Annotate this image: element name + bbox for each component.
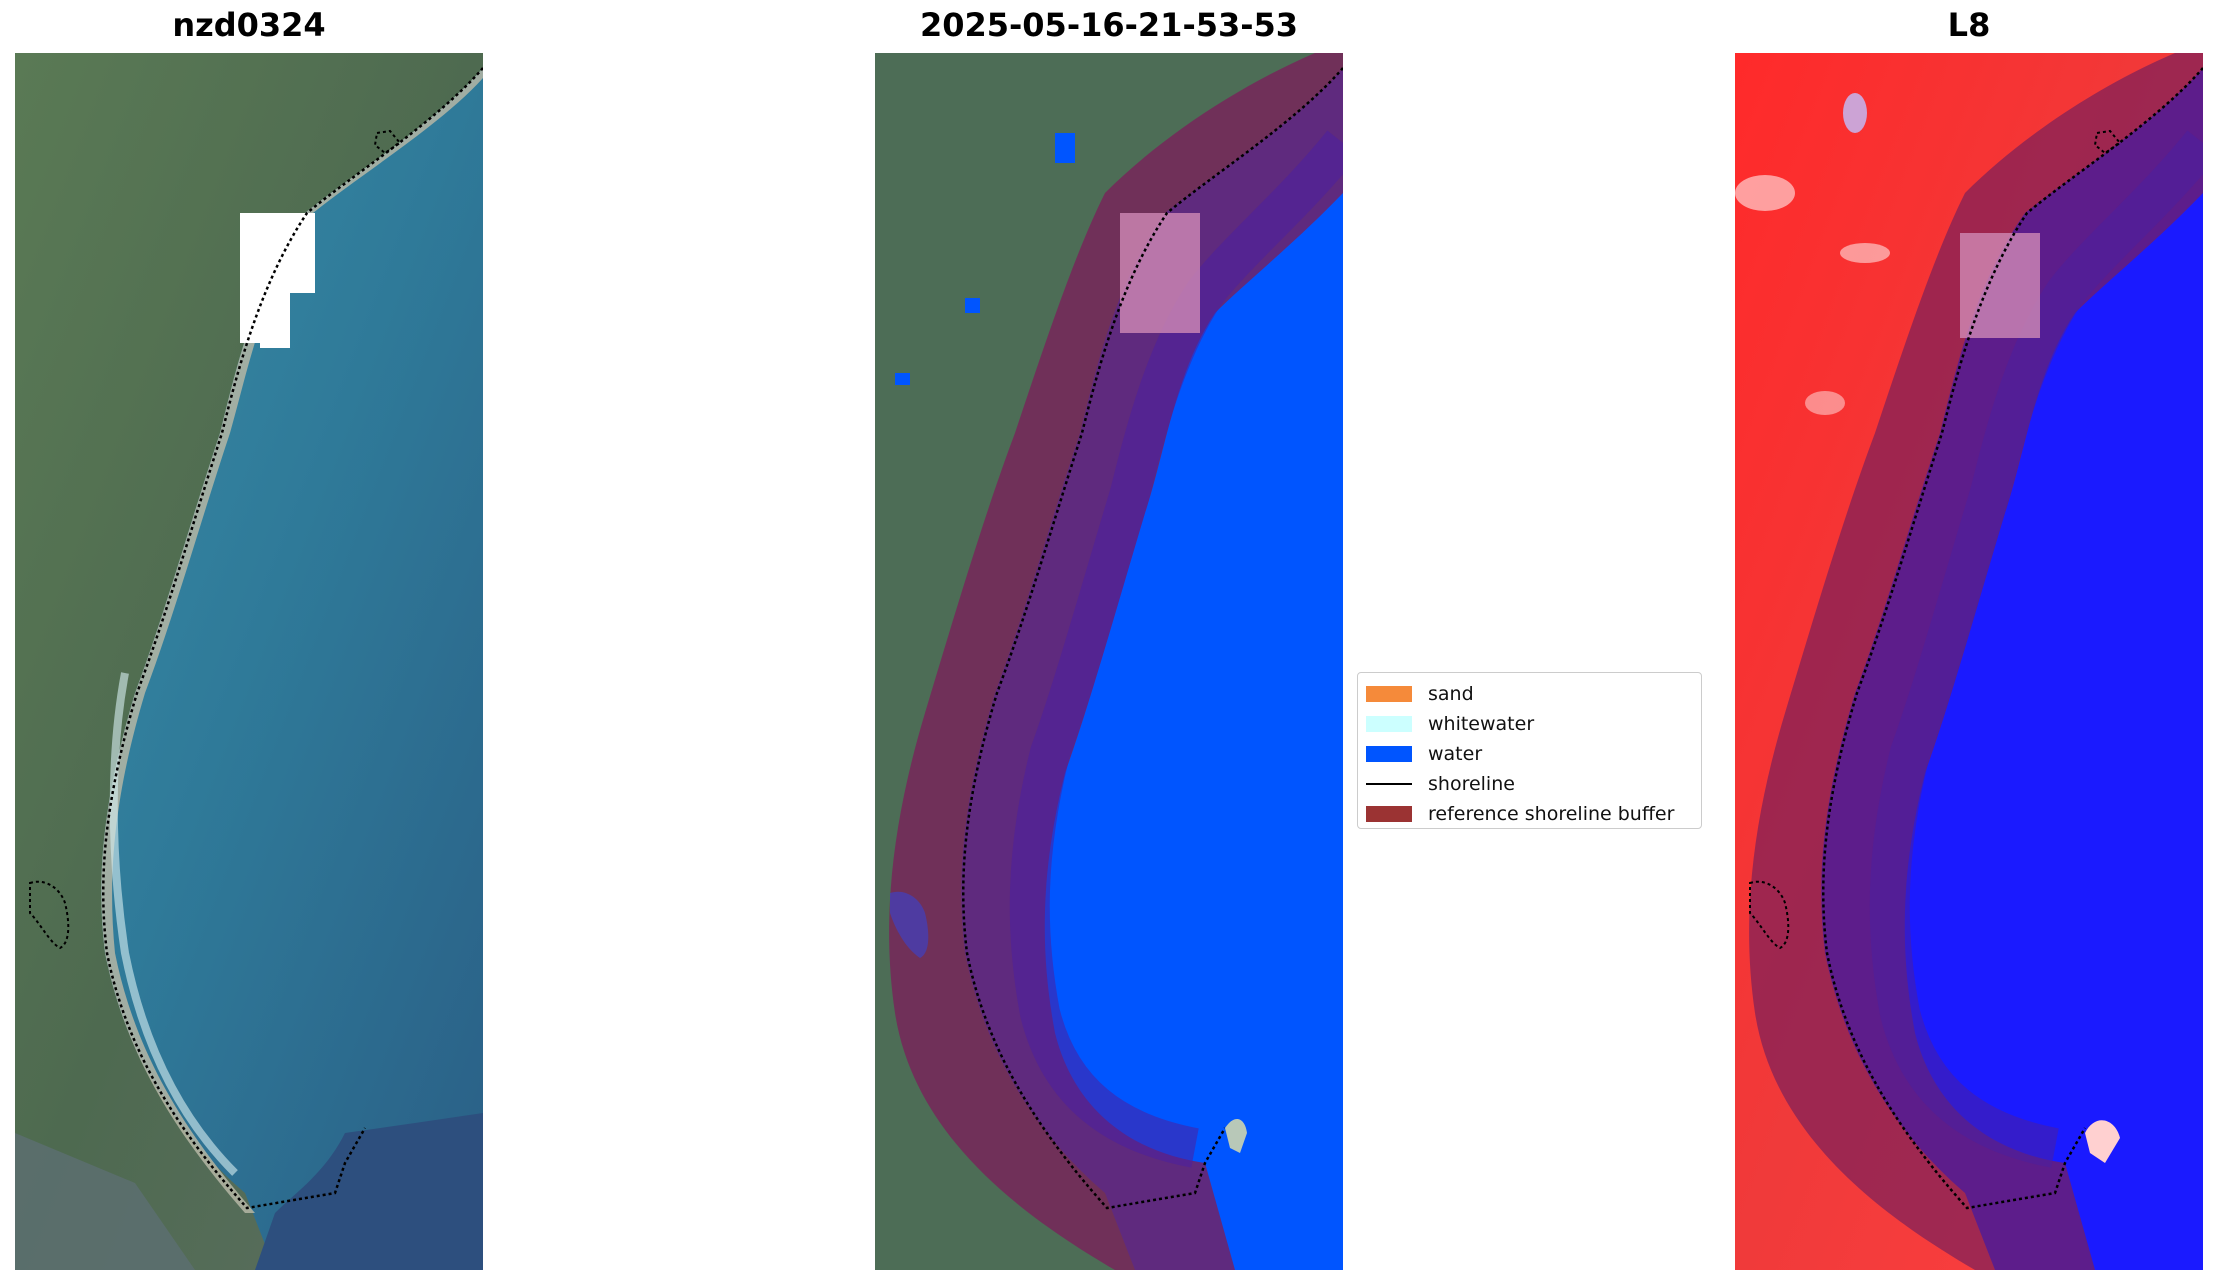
index-image-panel (1735, 53, 2203, 1270)
legend: sand whitewater water shoreline referenc… (1357, 672, 1702, 829)
legend-item-buffer: reference shoreline buffer (1366, 799, 1693, 829)
buffer-swatch (1366, 806, 1412, 822)
panel-title-rgb: nzd0324 (172, 6, 326, 44)
detected-shoreline (102, 67, 483, 1210)
panel-title-classified: 2025-05-16-21-53-53 (919, 6, 1299, 44)
legend-item-shoreline: shoreline (1366, 769, 1693, 799)
land-area (1735, 53, 2203, 1270)
land-area (875, 53, 1343, 1270)
classified-image (875, 53, 1343, 1270)
sand-swatch (1366, 686, 1412, 702)
shoreline-line-swatch (1366, 783, 1412, 785)
legend-label: whitewater (1428, 713, 1535, 735)
estuary-outline (2093, 129, 2122, 155)
detected-shoreline (1822, 67, 2203, 1210)
legend-label: reference shoreline buffer (1428, 803, 1675, 825)
legend-item-water: water (1366, 739, 1693, 769)
masked-region (1120, 213, 1200, 333)
index-image (1735, 53, 2203, 1270)
panel-title-ndwi: L8 (1947, 6, 1991, 44)
reference-shoreline-buffer (889, 53, 1343, 1270)
rgb-image-panel (15, 53, 483, 1270)
rgb-image (15, 53, 483, 1270)
masked-region (1960, 233, 2040, 338)
estuary-outline (373, 129, 402, 155)
legend-label: shoreline (1428, 773, 1515, 795)
land-area (15, 53, 483, 1270)
classified-image-panel (875, 53, 1343, 1270)
detected-shoreline (962, 67, 1343, 1210)
water-swatch (1366, 746, 1412, 762)
reference-shoreline-buffer (1749, 53, 2203, 1270)
legend-label: sand (1428, 683, 1474, 705)
legend-item-sand: sand (1366, 679, 1693, 709)
legend-item-whitewater: whitewater (1366, 709, 1693, 739)
legend-label: water (1428, 743, 1483, 765)
whitewater-swatch (1366, 716, 1412, 732)
